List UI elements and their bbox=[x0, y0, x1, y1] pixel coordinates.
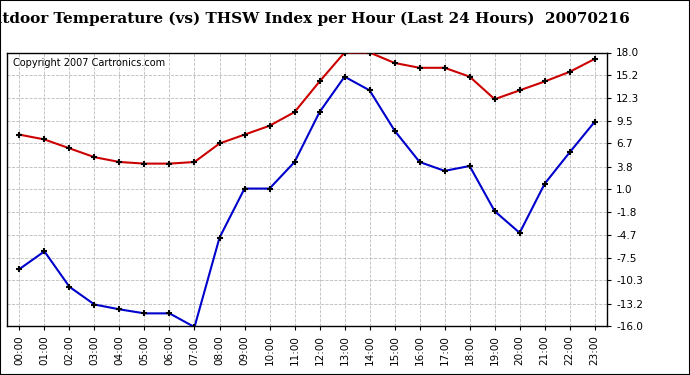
Text: Copyright 2007 Cartronics.com: Copyright 2007 Cartronics.com bbox=[13, 58, 165, 68]
Text: Outdoor Temperature (vs) THSW Index per Hour (Last 24 Hours)  20070216: Outdoor Temperature (vs) THSW Index per … bbox=[0, 11, 629, 26]
